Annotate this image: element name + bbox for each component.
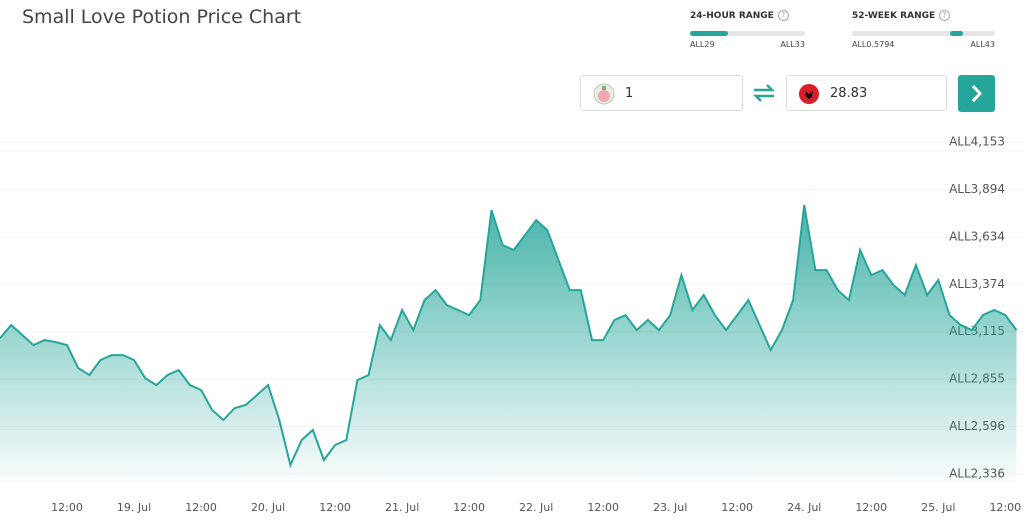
range-values: ALL29 ALL33: [690, 40, 805, 50]
x-tick-label: 12:00: [185, 501, 217, 514]
y-tick-label: ALL3,894: [949, 182, 1005, 196]
x-tick-label: 24. Jul: [787, 501, 821, 514]
x-tick-label: 25. Jul: [921, 501, 955, 514]
range-52w: 52-WEEK RANGE? ALL0.5794 ALL43: [852, 10, 995, 50]
area-fill: [0, 205, 1017, 483]
convert-button[interactable]: [958, 75, 995, 112]
x-tick-label: 12:00: [319, 501, 351, 514]
converted-value: 28.83: [830, 86, 868, 101]
range-high: ALL33: [780, 40, 805, 49]
range-title: 52-WEEK RANGE: [852, 11, 936, 21]
x-tick-label: 12:00: [855, 501, 887, 514]
price-line: [0, 204, 1018, 469]
help-icon[interactable]: ?: [777, 10, 789, 21]
chevron-icon: [971, 84, 983, 103]
x-tick-label: 12:00: [721, 501, 753, 514]
range-values: ALL0.5794 ALL43: [852, 40, 995, 50]
x-tick-label: 12:00: [989, 501, 1021, 514]
x-tick-label: 19. Jul: [117, 501, 151, 514]
x-tick-label: 22. Jul: [519, 501, 553, 514]
y-tick-label: ALL4,153: [949, 135, 1005, 149]
range-label: 52-WEEK RANGE?: [852, 10, 995, 21]
x-tick-label: 23. Jul: [653, 501, 687, 514]
range-label: 24-HOUR RANGE?: [690, 10, 805, 21]
amount-input[interactable]: 1: [580, 75, 743, 111]
range-low: ALL0.5794: [852, 40, 895, 49]
range-bar: [852, 31, 995, 36]
x-tick-label: 12:00: [453, 501, 485, 514]
x-tick-label: 12:00: [587, 501, 619, 514]
range-low: ALL29: [690, 40, 715, 49]
range-fill: [690, 31, 728, 36]
range-bar: [690, 31, 805, 36]
range-24h: 24-HOUR RANGE? ALL29 ALL33: [690, 10, 805, 50]
range-title: 24-HOUR RANGE: [690, 11, 774, 21]
currency-flag: [799, 84, 819, 104]
swap-icon[interactable]: [752, 83, 776, 103]
x-tick-label: 20. Jul: [251, 501, 285, 514]
token-icon: [593, 83, 615, 105]
range-high: ALL43: [970, 40, 995, 49]
converted-input[interactable]: 28.83: [786, 75, 947, 111]
y-tick-label: ALL3,374: [949, 277, 1005, 291]
x-tick-label: 12:00: [51, 501, 83, 514]
page-title: Small Love Potion Price Chart: [22, 6, 302, 28]
amount-value: 1: [625, 86, 634, 101]
y-tick-label: ALL3,634: [949, 229, 1005, 243]
range-fill: [950, 31, 963, 36]
help-icon[interactable]: ?: [939, 10, 951, 21]
x-tick-label: 21. Jul: [385, 501, 419, 514]
